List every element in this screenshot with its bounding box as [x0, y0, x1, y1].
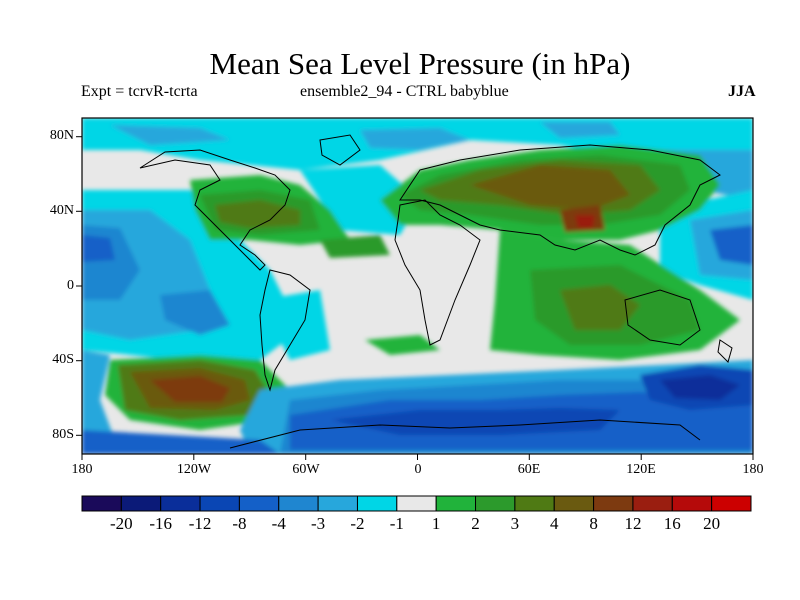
colorbar-label: -3	[311, 514, 326, 533]
season-label: JJA	[728, 83, 756, 100]
colorbar-swatch	[671, 495, 713, 512]
y-tick-label: 40N	[49, 203, 74, 218]
colorbar-swatch	[435, 495, 477, 512]
ensemble-label: ensemble2_94 - CTRL babyblue	[300, 83, 509, 100]
page-title: Mean Sea Level Pressure (in hPa)	[209, 46, 631, 81]
colorbar-swatch	[278, 495, 319, 512]
pressure-field	[82, 118, 753, 454]
x-tick-label: 180	[71, 462, 93, 477]
colorbar-swatch	[514, 495, 555, 512]
axis-ticks	[76, 136, 754, 460]
x-tick-label: 60W	[292, 462, 320, 477]
colorbar-label: -4	[271, 514, 286, 533]
colorbar-swatch	[120, 495, 162, 512]
colorbar-label: 20	[703, 514, 721, 533]
colorbar-swatch	[475, 495, 516, 512]
y-tick-label: 40S	[52, 352, 74, 367]
colorbar-label: -8	[232, 514, 247, 533]
colorbar-label: -16	[149, 514, 173, 533]
colorbar-label: 16	[663, 514, 681, 533]
colorbar-label: 3	[510, 514, 520, 533]
x-tick-label: 120E	[626, 462, 656, 477]
colorbar	[81, 495, 752, 512]
colorbar-swatch	[317, 495, 358, 512]
colorbar-swatch	[553, 495, 595, 512]
colorbar-swatch	[396, 495, 437, 512]
experiment-label: Expt = tcrvR-tcrta	[81, 83, 198, 100]
colorbar-label: 8	[589, 514, 598, 533]
x-tick-label: 180	[742, 462, 764, 477]
colorbar-label: 4	[549, 514, 559, 533]
colorbar-label: 1	[431, 514, 441, 533]
x-tick-label: 0	[414, 462, 422, 477]
colorbar-swatch	[160, 495, 201, 512]
x-tick-label: 120W	[176, 462, 212, 477]
colorbar-swatch	[593, 495, 634, 512]
x-tick-label: 60E	[517, 462, 541, 477]
colorbar-label: -12	[188, 514, 212, 533]
colorbar-swatch	[199, 495, 240, 512]
y-tick-label: 0	[67, 278, 74, 293]
colorbar-label: 12	[624, 514, 642, 533]
colorbar-swatch	[238, 495, 280, 512]
colorbar-swatch	[81, 495, 122, 512]
y-tick-label: 80N	[49, 128, 74, 143]
colorbar-swatch	[711, 495, 752, 512]
colorbar-swatch	[632, 495, 673, 512]
colorbar-swatch	[356, 495, 398, 512]
colorbar-label: 2	[471, 514, 480, 533]
colorbar-label: -2	[350, 514, 365, 533]
colorbar-label: -20	[110, 514, 133, 533]
coastlines	[139, 134, 733, 449]
colorbar-label: -1	[389, 514, 404, 533]
y-tick-label: 80S	[52, 427, 74, 442]
